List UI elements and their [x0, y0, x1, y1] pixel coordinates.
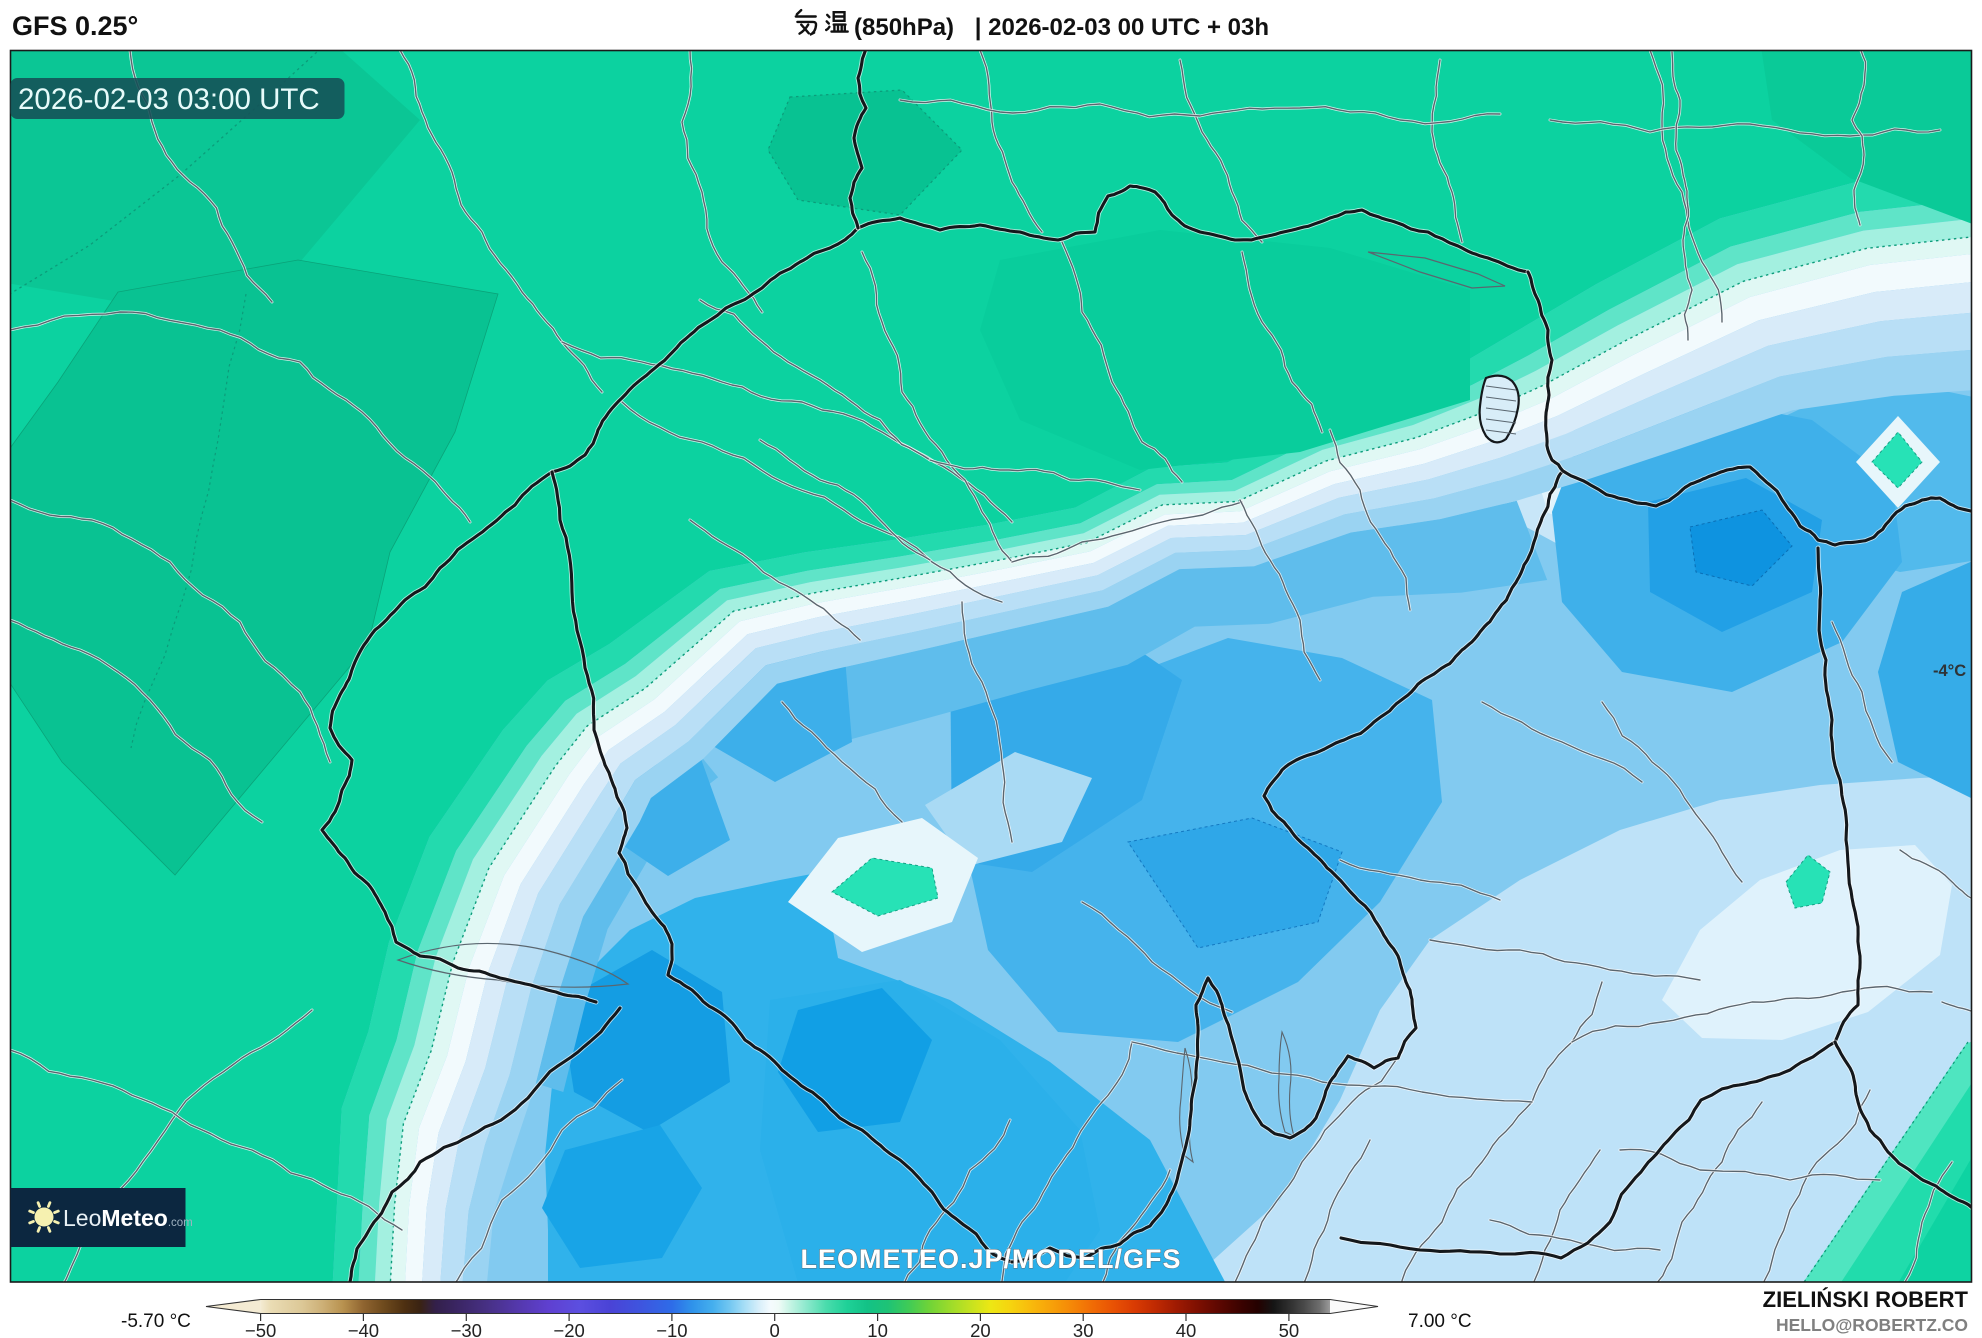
svg-text:GFS 0.25°: GFS 0.25°: [12, 11, 138, 41]
svg-text:HELLO@ROBERTZ.CO: HELLO@ROBERTZ.CO: [1776, 1315, 1968, 1335]
svg-text:−50: −50: [245, 1320, 276, 1338]
svg-text:−10: −10: [656, 1320, 687, 1338]
svg-text:30: 30: [1073, 1320, 1094, 1338]
svg-text:2026-02-03 03:00 UTC: 2026-02-03 03:00 UTC: [18, 83, 320, 116]
svg-text:| 2026-02-03 00 UTC + 03h: | 2026-02-03 00 UTC + 03h: [975, 14, 1269, 41]
svg-text:20: 20: [970, 1320, 991, 1338]
svg-text:−30: −30: [451, 1320, 482, 1338]
svg-text:LEOMETEO.JP/MODEL/GFS: LEOMETEO.JP/MODEL/GFS: [800, 1244, 1181, 1274]
svg-text:ZIELIŃSKI ROBERT: ZIELIŃSKI ROBERT: [1763, 1287, 1969, 1312]
svg-text:7.00 °C: 7.00 °C: [1408, 1311, 1472, 1332]
svg-text:−20: −20: [553, 1320, 584, 1338]
svg-text:−40: −40: [348, 1320, 379, 1338]
svg-text:(850hPa): (850hPa): [854, 14, 954, 41]
svg-text:50: 50: [1279, 1320, 1300, 1338]
svg-text:40: 40: [1176, 1320, 1197, 1338]
svg-text:10: 10: [867, 1320, 888, 1338]
svg-text:-4°C: -4°C: [1933, 662, 1966, 680]
svg-text:0: 0: [770, 1320, 780, 1338]
svg-text:-5.70 °C: -5.70 °C: [121, 1311, 191, 1332]
svg-text:LeoMeteo.com: LeoMeteo.com: [63, 1205, 193, 1231]
